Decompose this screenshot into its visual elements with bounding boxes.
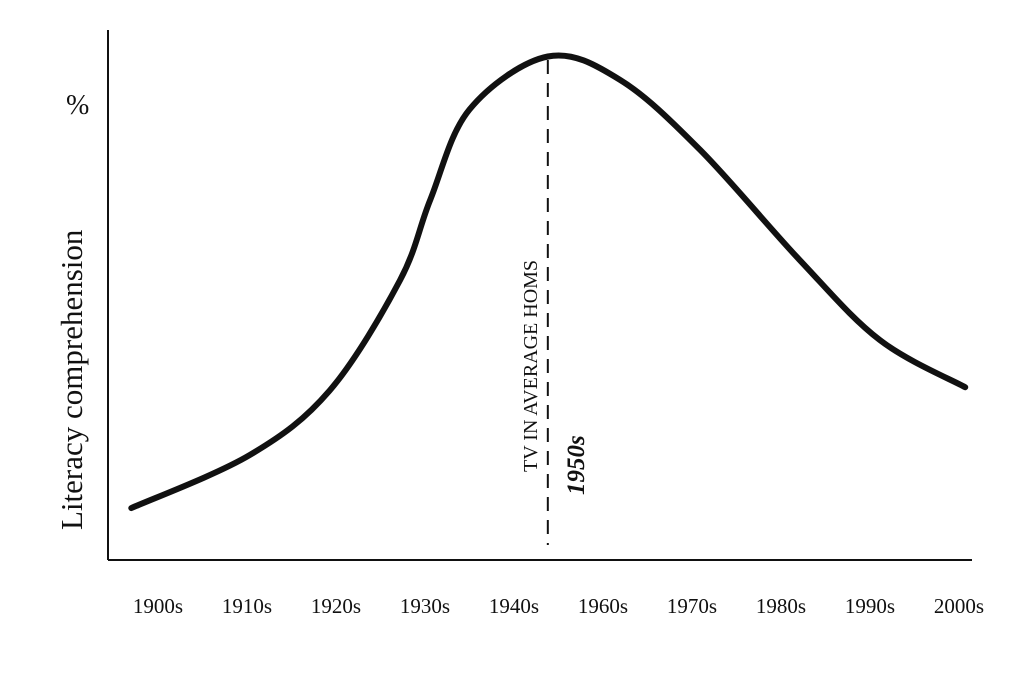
annotation-sublabel: 1950s bbox=[563, 435, 590, 495]
y-axis-label: Literacy comprehension bbox=[54, 229, 89, 530]
x-tick-label: 1920s bbox=[311, 594, 361, 618]
x-tick-label: 1910s bbox=[222, 594, 272, 618]
series-line bbox=[128, 52, 969, 512]
x-tick-label: 2000s bbox=[934, 594, 984, 618]
x-tick-label: 1960s bbox=[578, 594, 628, 618]
y-unit-label: % bbox=[66, 90, 89, 121]
x-tick-label: 1930s bbox=[400, 594, 450, 618]
x-tick-label: 1940s bbox=[489, 594, 539, 618]
annotation-label: TV IN AVERAGE HOMS bbox=[520, 260, 542, 472]
x-tick-label: 1900s bbox=[133, 594, 183, 618]
x-tick-label: 1980s bbox=[756, 594, 806, 618]
x-tick-label: 1970s bbox=[667, 594, 717, 618]
x-tick-label: 1990s bbox=[845, 594, 895, 618]
